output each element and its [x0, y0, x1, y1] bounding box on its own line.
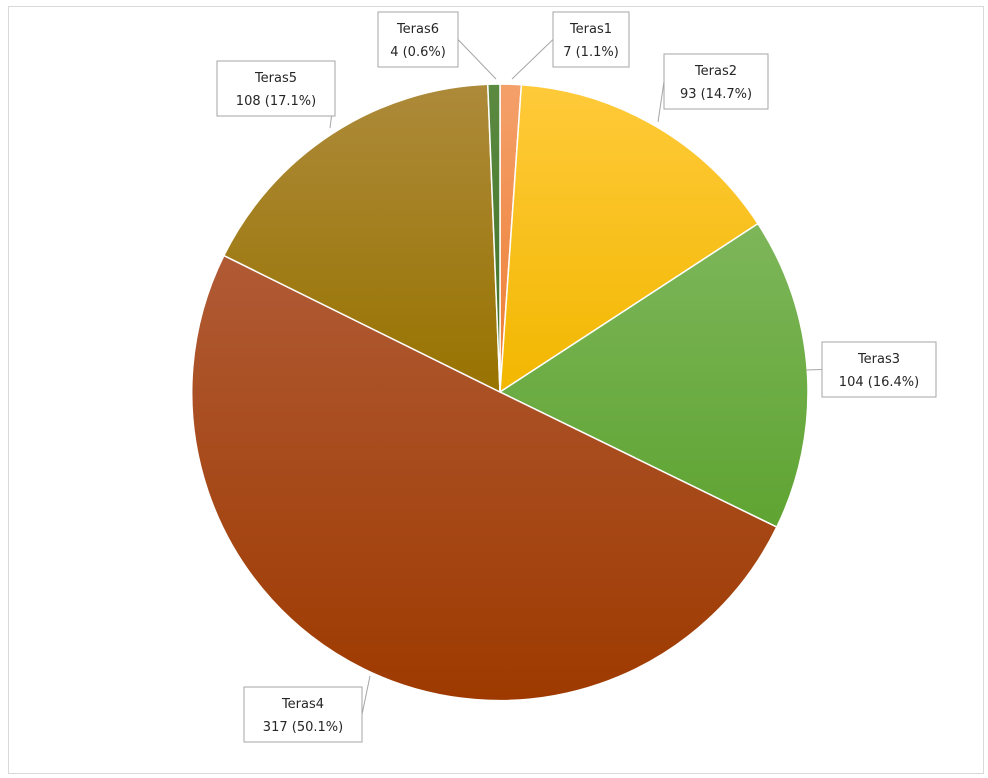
pie-slice-teras4 [190, 254, 778, 702]
leader-line-teras4 [361, 675, 371, 715]
pie-slice-teras3 [498, 222, 809, 529]
data-label-box [821, 341, 937, 398]
data-label-value: 4 (0.6%) [390, 45, 446, 60]
leader-line-teras2 [657, 81, 665, 123]
data-label-teras5: Teras5 108 (17.1%) [216, 60, 336, 117]
data-label-name: Teras5 [254, 71, 297, 86]
leader-line-teras6 [457, 39, 497, 80]
data-label-box [243, 686, 363, 743]
data-labels: Teras1 7 (1.1%) Teras2 93 (14.7%) Teras3 104 … [216, 11, 937, 743]
data-label-name: Teras3 [857, 352, 900, 367]
pie-slice-teras2 [499, 83, 759, 394]
data-label-box [663, 53, 769, 110]
data-label-teras3: Teras3 104 (16.4%) [821, 341, 937, 398]
data-label-teras1: Teras1 7 (1.1%) [552, 11, 630, 68]
data-label-name: Teras6 [396, 22, 439, 37]
pie-slices [190, 83, 809, 702]
data-label-box [216, 60, 336, 117]
pie-slice-teras6 [486, 83, 501, 393]
data-label-box [552, 11, 630, 68]
data-label-value: 104 (16.4%) [839, 375, 919, 390]
data-label-value: 108 (17.1%) [236, 94, 316, 109]
data-label-value: 7 (1.1%) [563, 45, 619, 60]
data-label-teras2: Teras2 93 (14.7%) [663, 53, 769, 110]
leader-line-teras1 [511, 39, 554, 80]
leader-line-teras3 [805, 369, 823, 371]
data-label-value: 317 (50.1%) [263, 720, 343, 735]
data-label-teras6: Teras6 4 (0.6%) [377, 11, 459, 68]
pie-slice-teras5 [222, 83, 501, 394]
data-label-name: Teras4 [281, 697, 324, 712]
data-label-box [377, 11, 459, 68]
data-label-name: Teras1 [569, 22, 612, 37]
data-label-name: Teras2 [694, 64, 737, 79]
data-label-value: 93 (14.7%) [680, 87, 752, 102]
data-label-teras4: Teras4 317 (50.1%) [243, 686, 363, 743]
